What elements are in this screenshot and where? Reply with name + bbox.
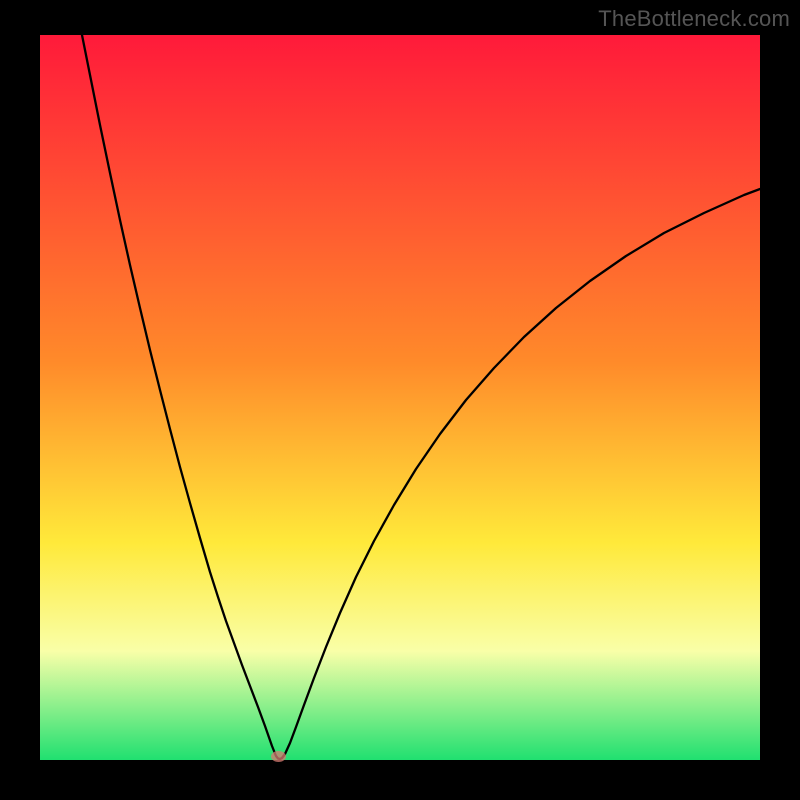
- optimum-marker: [271, 751, 286, 762]
- chart-canvas: TheBottleneck.com: [0, 0, 800, 800]
- curve-path: [82, 35, 760, 759]
- watermark-text: TheBottleneck.com: [598, 6, 790, 32]
- bottleneck-curve: [40, 35, 760, 760]
- plot-area: [40, 35, 760, 760]
